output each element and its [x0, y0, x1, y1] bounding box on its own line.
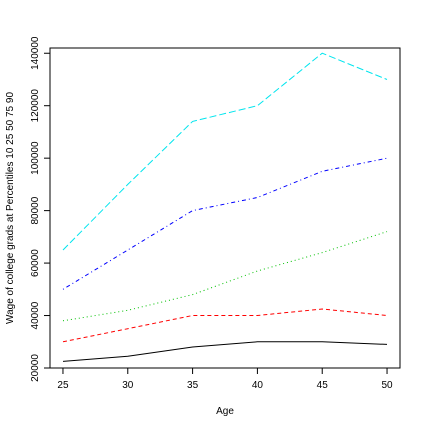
- y-tick-label: 20000: [30, 354, 41, 382]
- x-tick-label: 40: [252, 380, 264, 391]
- x-tick-label: 35: [187, 380, 199, 391]
- plot-frame: [49, 47, 401, 369]
- y-tick-label: 60000: [30, 249, 41, 277]
- series-line-p10: [62, 341, 388, 362]
- series-line-p50: [62, 231, 388, 322]
- y-axis-title: Wage of college grads at Percentiles 10 …: [5, 92, 16, 324]
- y-tick-label: 100000: [30, 141, 41, 175]
- series-line-p90: [62, 52, 388, 251]
- x-axis-title: Age: [216, 406, 234, 417]
- x-tick-label: 45: [317, 380, 329, 391]
- x-tick-label: 50: [381, 380, 393, 391]
- y-tick-label: 120000: [30, 89, 41, 123]
- series-line-p75: [62, 157, 388, 290]
- x-tick-label: 30: [122, 380, 134, 391]
- x-tick-label: 25: [57, 380, 69, 391]
- y-tick-label: 140000: [30, 36, 41, 70]
- series-layer: [62, 52, 388, 362]
- y-tick-label: 40000: [30, 301, 41, 329]
- y-tick-label: 80000: [30, 196, 41, 224]
- series-line-p25: [62, 308, 388, 343]
- y-axis: 20000 40000 60000 80000 100000 120000 140000: [30, 36, 51, 382]
- x-axis: 25 30 35 40 45 50: [57, 367, 393, 391]
